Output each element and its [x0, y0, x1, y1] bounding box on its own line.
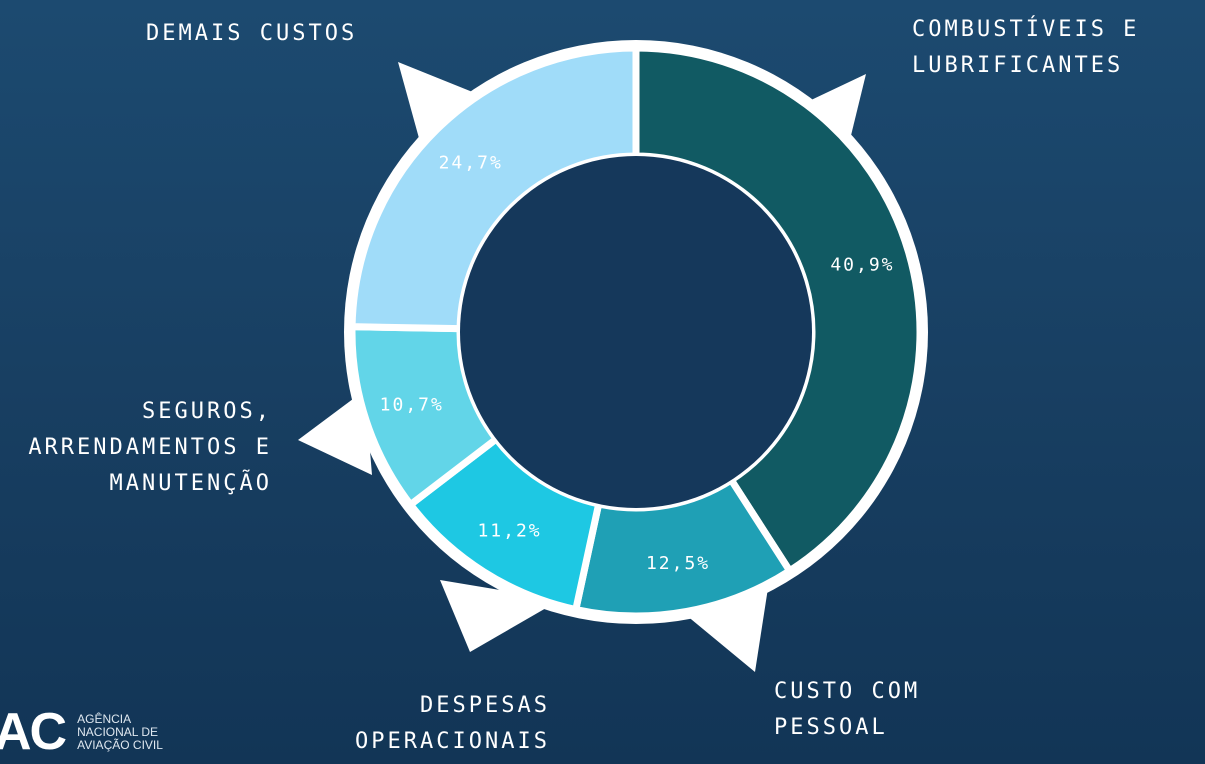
pointer — [298, 390, 372, 475]
value-label: 10,7% — [380, 395, 444, 416]
value-label: 24,7% — [439, 153, 503, 174]
pointer — [398, 62, 480, 160]
value-label: 40,9% — [830, 254, 894, 275]
value-label: 12,5% — [646, 553, 710, 574]
category-label: SEGUROS, ARRENDAMENTOS E MANUTENÇÃO — [28, 399, 272, 496]
category-label: COMBUSTÍVEIS E LUBRIFICANTES — [912, 17, 1140, 78]
category-label: DEMAIS CUSTOS — [146, 21, 358, 46]
category-label: CUSTO COM PESSOAL — [774, 679, 921, 740]
donut-hole — [460, 156, 812, 508]
category-label: DESPESAS OPERACIONAIS — [355, 693, 550, 754]
logo: AC AGÊNCIA NACIONAL DE AVIAÇÃO CIVIL — [0, 702, 192, 762]
value-label: 11,2% — [477, 520, 541, 541]
logo-name: AGÊNCIA NACIONAL DE AVIAÇÃO CIVIL — [77, 711, 163, 752]
logo-mark: AC — [0, 703, 67, 761]
